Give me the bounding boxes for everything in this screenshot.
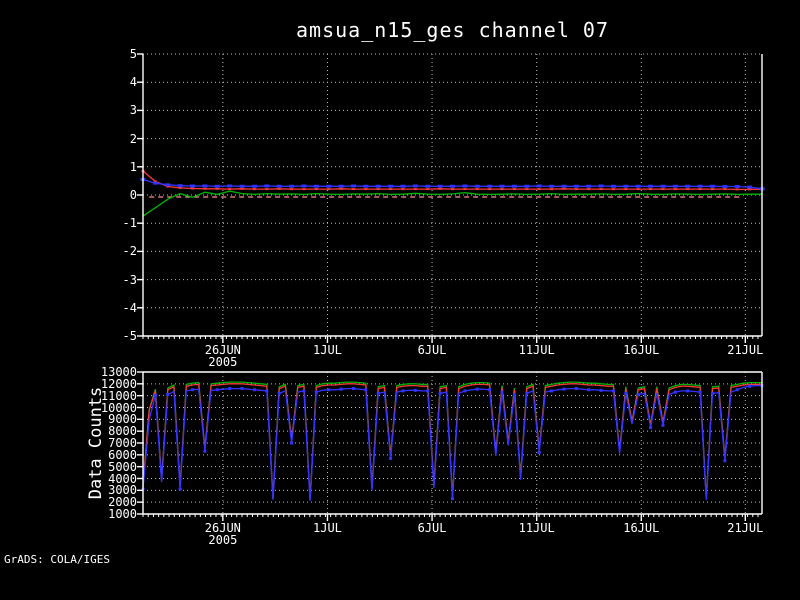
y-tick-label: -4	[122, 300, 137, 315]
y-tick-label: 1	[129, 159, 137, 174]
x-tick-year-label: 2005	[208, 355, 238, 369]
y-tick-label: 3000	[108, 483, 137, 498]
y-tick-label: 13000	[100, 365, 137, 379]
y-tick-label: 10000	[100, 400, 137, 415]
x-tick-label: 21JUL	[727, 343, 764, 357]
y-tick-label: -2	[122, 244, 137, 259]
y-tick-label: 9000	[108, 412, 137, 427]
x-tick-label: 26JUN	[204, 521, 241, 535]
series-green	[142, 190, 762, 217]
x-tick-label: 6JUL	[417, 521, 447, 535]
y-tick-label: 4000	[108, 471, 137, 486]
x-tick-label: 1JUL	[313, 343, 342, 357]
y-tick-label: 2000	[108, 495, 137, 510]
x-tick-label: 11JUL	[518, 343, 555, 357]
y-tick-label: 1000	[108, 507, 137, 521]
x-tick-year-label: 2005	[208, 533, 238, 547]
chart-title: amsua_n15_ges channel 07	[296, 18, 609, 42]
y-tick-label: -1	[122, 216, 137, 231]
x-tick-label: 21JUL	[727, 521, 764, 535]
y-tick-label: 5000	[108, 459, 137, 474]
y-tick-label: 2	[129, 131, 137, 146]
y-tick-label: -3	[122, 272, 137, 287]
y-tick-label: 5	[129, 47, 137, 61]
y-tick-label: 0	[129, 188, 137, 202]
y-tick-label: -5	[122, 329, 137, 343]
x-tick-label: 1JUL	[313, 521, 342, 535]
x-tick-label: 16JUL	[623, 343, 660, 357]
y-tick-label: 6000	[108, 447, 137, 462]
y-tick-label: 8000	[108, 424, 137, 439]
y-tick-label: 11000	[100, 388, 137, 403]
y-tick-label: 7000	[108, 436, 137, 450]
series-red	[142, 383, 762, 500]
y-tick-label: 4	[129, 75, 137, 90]
series-green	[142, 381, 762, 500]
x-tick-label: 11JUL	[518, 521, 555, 535]
x-tick-label: 26JUN	[204, 343, 241, 357]
y-tick-label: 3	[129, 103, 137, 118]
grads-watermark: GrADS: COLA/IGES	[4, 553, 110, 566]
x-tick-label: 16JUL	[623, 521, 660, 535]
y-tick-label: 12000	[100, 376, 137, 391]
x-tick-label: 6JUL	[417, 343, 447, 357]
